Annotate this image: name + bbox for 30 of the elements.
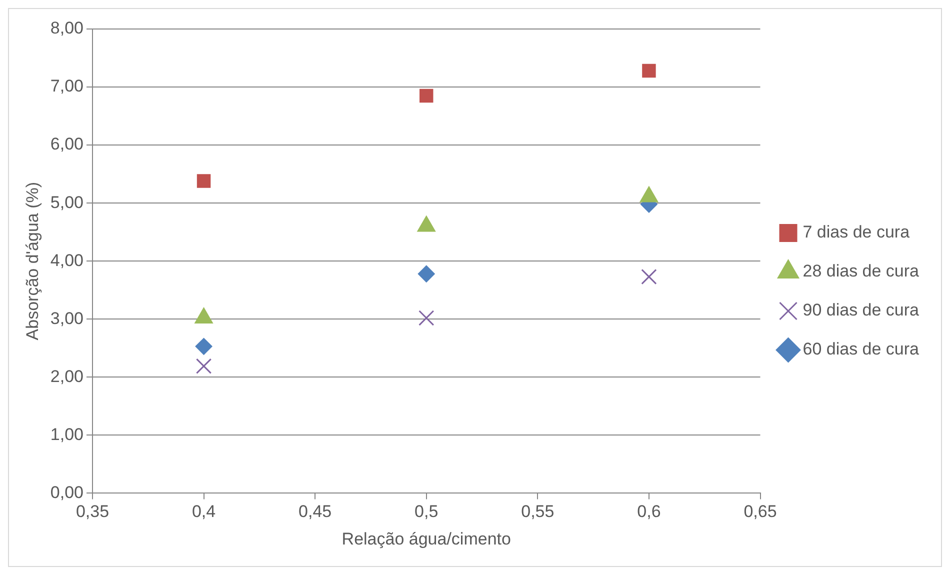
x-axis-title: Relação água/cimento <box>342 529 511 548</box>
y-tick-label: 0,00 <box>50 482 84 502</box>
point <box>195 338 212 355</box>
x-tick-label: 0,55 <box>521 502 554 522</box>
x-tick-label: 0,5 <box>414 502 438 522</box>
y-tick-label: 3,00 <box>50 308 84 328</box>
x-tick-label: 0,65 <box>744 502 777 522</box>
point <box>420 88 434 103</box>
y-tick-label: 4,00 <box>50 250 84 270</box>
x-tick-label: 0,4 <box>192 502 216 522</box>
point <box>641 268 657 285</box>
point <box>418 265 435 282</box>
x-tick-label: 0,35 <box>76 502 110 522</box>
x-tick-label: 0,6 <box>637 502 661 522</box>
y-tick-label: 7,00 <box>50 76 84 96</box>
legend-label: 90 dias de cura <box>802 300 920 320</box>
legend-label: 28 dias de cura <box>802 262 920 281</box>
y-tick-label: 1,00 <box>50 424 84 444</box>
y-tick-label: 6,00 <box>50 134 84 154</box>
x-tick-label: 0,45 <box>298 502 332 522</box>
y-axis-title: Absorção d'água (%) <box>22 182 42 340</box>
legend-label: 60 dias de cura <box>802 340 920 359</box>
y-tick-label: 8,00 <box>50 18 84 38</box>
point <box>196 174 211 188</box>
point <box>196 358 212 374</box>
y-tick-label: 5,00 <box>50 192 84 212</box>
point <box>642 64 656 78</box>
y-tick-label: 2,00 <box>50 366 84 386</box>
point <box>418 310 434 326</box>
legend-label: 7 dias de cura <box>802 222 910 242</box>
